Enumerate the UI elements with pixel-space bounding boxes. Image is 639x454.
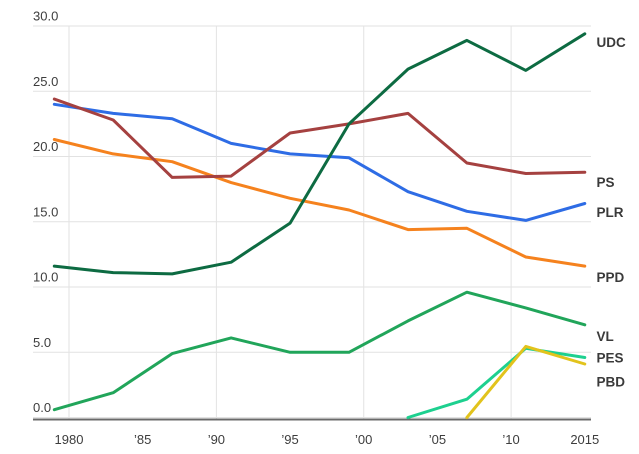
series-label-pbd: PBD — [597, 374, 626, 389]
x-tick-label: ’95 — [281, 432, 298, 447]
series-label-vl: VL — [597, 329, 614, 344]
series-label-ppd: PPD — [597, 270, 625, 285]
series-label-pes: PES — [597, 350, 624, 365]
y-tick-label: 20.0 — [33, 139, 58, 154]
y-tick-label: 10.0 — [33, 270, 58, 285]
series-label-plr: PLR — [597, 205, 624, 220]
y-tick-label: 0.0 — [33, 400, 51, 415]
y-tick-label: 15.0 — [33, 204, 58, 219]
series-line-udc — [52, 32, 587, 276]
series-line-ps — [52, 97, 587, 179]
series-line-pes — [406, 346, 587, 419]
x-tick-label: ’10 — [502, 432, 519, 447]
series-line-ppd — [52, 138, 587, 268]
x-tick-label: ’05 — [429, 432, 446, 447]
series-label-ps: PS — [597, 175, 615, 190]
y-tick-label: 5.0 — [33, 335, 51, 350]
x-tick-label: 2015 — [570, 432, 599, 447]
y-tick-label: 30.0 — [33, 9, 58, 24]
x-tick-label: ’90 — [208, 432, 225, 447]
y-tick-label: 25.0 — [33, 74, 58, 89]
series-line-plr — [52, 102, 587, 222]
series-line-vl — [52, 290, 587, 412]
series-line-pbd — [465, 344, 587, 419]
x-tick-label: ’85 — [134, 432, 151, 447]
series-label-udc: UDC — [597, 35, 626, 50]
x-tick-label: ’00 — [355, 432, 372, 447]
x-tick-label: 1980 — [55, 432, 84, 447]
